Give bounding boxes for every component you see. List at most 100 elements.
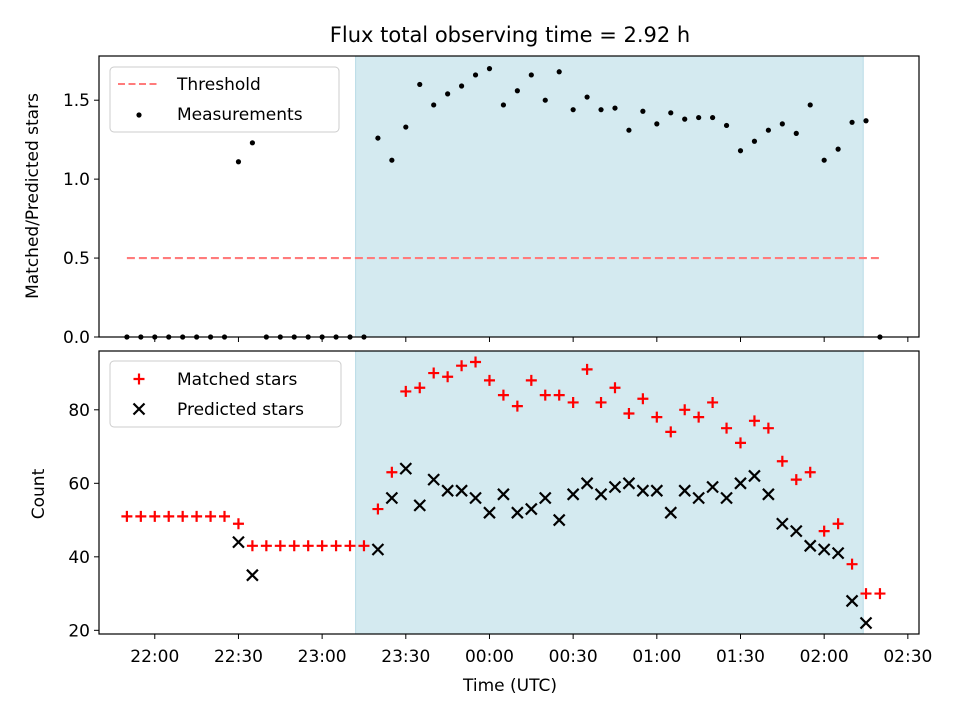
matched-star-point: [288, 540, 300, 552]
predicted-star-point: [399, 462, 413, 475]
matched-star-point: [177, 510, 189, 522]
measurement-point: [696, 114, 702, 121]
predicted-star-point: [664, 506, 678, 519]
matched-star-point: [846, 558, 858, 570]
measurement-point: [849, 119, 855, 125]
predicted-star-point: [748, 469, 761, 483]
matched-star-point: [553, 389, 565, 401]
measurement-point: [472, 72, 479, 78]
matched-star-point: [762, 422, 774, 434]
predicted-legend-swatch: [132, 402, 146, 416]
top-axes-frame: [98, 55, 920, 338]
matched-star-point: [205, 510, 217, 522]
top-y-tick-label: 1.5: [63, 91, 90, 111]
predicted-star-point: [483, 506, 496, 519]
measurement-legend-swatch: [136, 112, 142, 118]
measurement-point: [486, 66, 493, 72]
measurement-point: [835, 146, 841, 152]
matched-star-point: [470, 356, 482, 368]
predicted-star-point: [706, 480, 719, 494]
matched-star-point: [734, 437, 746, 449]
x-tick-label: 22:30: [214, 647, 263, 667]
predicted-star-point: [441, 484, 454, 497]
matched-star-point: [567, 396, 579, 408]
matched-star-point: [860, 588, 872, 600]
chart-title: Flux total observing time = 2.92 h: [330, 23, 690, 47]
matched-star-point: [595, 396, 607, 408]
matched-star-point: [400, 385, 412, 397]
matched-star-point: [232, 518, 244, 530]
measurement-point: [765, 127, 771, 133]
predicted-star-point: [790, 524, 803, 538]
measurement-point: [500, 102, 507, 108]
matched-star-point: [428, 367, 440, 379]
matched-star-point: [344, 540, 356, 552]
matched-star-point: [581, 363, 593, 375]
matched-legend-label: Matched stars: [177, 370, 297, 390]
measurement-point: [375, 135, 381, 141]
measurement-point: [654, 121, 660, 127]
bottom-axis-ticks: 20 40 60 80 22:00 22:30 23:00 23:30 00:00 00:30 01…: [68, 401, 932, 667]
matched-star-point: [372, 503, 384, 515]
matched-star-point: [456, 360, 468, 372]
predicted-star-point: [762, 488, 775, 501]
predicted-star-point: [246, 568, 259, 582]
measurement-point: [556, 69, 562, 75]
predicted-star-point: [566, 488, 580, 501]
measurement-point: [542, 97, 548, 103]
predicted-star-point: [678, 484, 691, 497]
matched-star-point: [609, 382, 621, 394]
measurement-point: [710, 114, 716, 121]
top-legend: Threshold Measurements: [109, 66, 340, 133]
matched-star-point: [497, 389, 509, 401]
predicted-star-point: [538, 491, 552, 505]
predicted-legend-label: Predicted stars: [177, 400, 304, 420]
matched-star-point: [776, 455, 788, 467]
predicted-star-point: [720, 491, 733, 505]
matched-star-point: [790, 474, 802, 486]
measurement-point: [723, 122, 730, 129]
measurement-point: [417, 81, 423, 88]
matched-star-point: [679, 404, 691, 416]
bottom-y-axis-label: Count: [29, 468, 49, 519]
x-tick-label: 23:30: [381, 647, 430, 667]
matched-star-point: [721, 422, 733, 434]
top-y-tick-label: 1.0: [63, 170, 90, 190]
matched-star-point: [832, 518, 844, 530]
measurement-point: [807, 102, 813, 108]
x-axis-label: Time (UTC): [462, 676, 557, 696]
predicted-star-point: [469, 491, 482, 505]
predicted-star-point: [845, 594, 859, 608]
matched-star-point: [274, 540, 286, 552]
x-tick-label: 00:30: [549, 647, 598, 667]
measurement-point: [779, 121, 785, 127]
top-axis-ticks: 0.0 0.5 1.0 1.5: [63, 91, 909, 348]
bottom-y-tick-label: 60: [68, 474, 90, 494]
measurement-point: [751, 138, 758, 144]
matched-star-point: [665, 426, 677, 438]
predicted-star-point: [525, 502, 538, 516]
threshold-legend-label: Threshold: [176, 75, 261, 95]
matched-star-point: [874, 588, 886, 600]
matched-star-point: [539, 389, 551, 401]
predicted-star-point: [692, 491, 705, 505]
measurement-point: [431, 102, 437, 108]
matched-star-point: [442, 371, 454, 383]
measurement-point: [584, 94, 590, 100]
measurement-point: [249, 140, 256, 146]
measurement-point: [598, 107, 604, 113]
predicted-star-point: [776, 517, 789, 531]
x-tick-label: 01:30: [716, 647, 765, 667]
matched-star-point: [386, 466, 398, 478]
measurement-point: [668, 110, 674, 116]
matched-star-point: [623, 407, 635, 419]
x-tick-label: 23:00: [298, 647, 347, 667]
matched-star-point: [804, 466, 816, 478]
top-legend-box: [109, 66, 340, 133]
top-y-axis-label: Matched/Predicted stars: [23, 93, 43, 299]
predicted-star-point: [580, 477, 594, 490]
predicted-star-point: [831, 546, 845, 560]
predicted-star-point: [552, 513, 566, 527]
matched-star-point: [219, 510, 231, 522]
